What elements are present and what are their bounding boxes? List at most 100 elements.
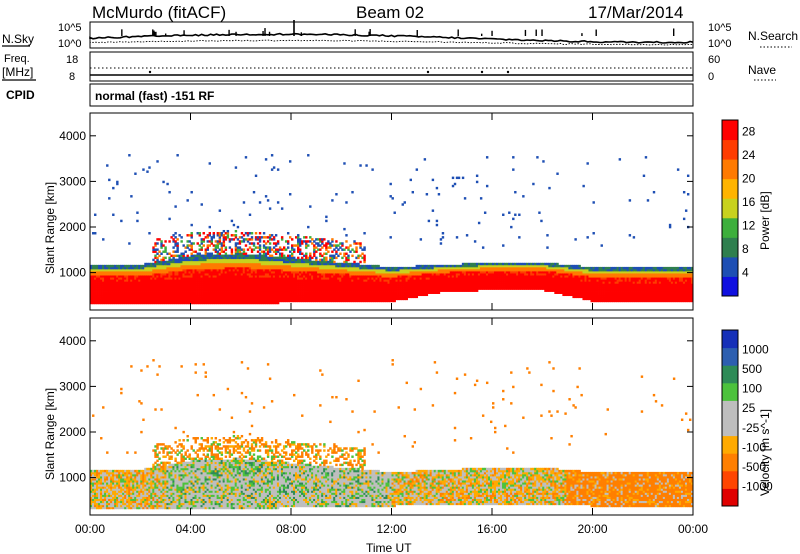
power-cell <box>252 258 256 262</box>
power-cell <box>319 264 322 268</box>
power-cell <box>351 299 354 303</box>
power-cell <box>118 287 121 290</box>
power-cell <box>262 268 266 272</box>
power-cell <box>248 260 252 264</box>
power-cell <box>445 277 449 280</box>
power-cell <box>134 266 137 270</box>
power-cell <box>373 281 376 284</box>
power-cell <box>230 264 234 268</box>
power-cell <box>317 291 320 294</box>
power-cell <box>142 295 145 299</box>
power-cell <box>502 281 505 284</box>
power-cell <box>234 291 238 294</box>
power-cell <box>236 293 240 297</box>
power-cell <box>180 301 183 305</box>
power-cell <box>178 293 181 297</box>
power-cell <box>254 277 258 280</box>
power-cell <box>168 273 171 276</box>
power-cell <box>339 273 342 276</box>
power-cell <box>321 283 324 286</box>
power-cell <box>371 279 374 282</box>
power-cell <box>220 275 224 278</box>
power-cell <box>276 248 280 251</box>
power-cell <box>210 252 214 255</box>
power-cell <box>317 275 320 278</box>
power-cell <box>116 273 119 276</box>
power-cell <box>236 264 240 268</box>
power-cell <box>226 289 230 292</box>
power-cell <box>286 268 290 272</box>
power-cell <box>286 271 290 274</box>
power-cell <box>506 266 509 270</box>
power-cell <box>282 297 286 301</box>
power-cell <box>381 275 384 278</box>
power-cell <box>250 271 254 274</box>
power-cell <box>419 283 423 286</box>
power-cell <box>411 283 415 286</box>
power-cell <box>278 260 282 264</box>
power-cell <box>387 275 390 278</box>
power-cell <box>397 291 400 294</box>
power-cell <box>395 271 398 274</box>
power-cell <box>248 258 252 262</box>
power-cell <box>116 264 119 268</box>
power-cell <box>254 283 258 286</box>
power-cell <box>409 273 412 276</box>
power-cell <box>196 289 199 292</box>
power-cell <box>116 299 119 303</box>
power-cell <box>282 281 286 284</box>
power-cell <box>196 291 199 294</box>
power-cell <box>375 268 378 272</box>
power-cell <box>309 205 312 208</box>
power-cell <box>122 264 125 268</box>
power-cell <box>538 273 541 276</box>
power-cell <box>112 287 115 290</box>
power-cell <box>226 283 230 286</box>
power-cell <box>220 264 224 268</box>
power-cell <box>291 258 294 262</box>
power-cell <box>244 260 248 264</box>
power-cell <box>168 279 171 282</box>
power-cell <box>282 275 286 278</box>
power-cell <box>455 277 459 280</box>
power-cell <box>172 299 175 303</box>
power-cell <box>188 271 191 274</box>
power-cell <box>538 271 541 274</box>
power-cell <box>510 279 513 282</box>
power-cell <box>206 289 209 292</box>
power-cell <box>518 287 521 290</box>
power-cell <box>206 279 209 282</box>
power-cell <box>232 293 236 297</box>
power-cell <box>110 291 113 294</box>
power-cell <box>345 273 348 276</box>
power-cell <box>160 301 163 305</box>
power-cell <box>393 277 396 280</box>
power-cell <box>212 273 216 276</box>
power-cell <box>345 299 348 303</box>
power-cell <box>371 275 374 278</box>
power-cell <box>198 258 201 262</box>
power-cell <box>500 287 503 290</box>
power-cell <box>299 285 302 288</box>
power-cell <box>465 275 469 278</box>
power-cell <box>494 285 497 288</box>
power-cell <box>188 279 191 282</box>
power-cell <box>453 279 457 282</box>
power-cell <box>92 266 95 270</box>
power-cell <box>405 273 408 276</box>
power-cell <box>126 289 129 292</box>
power-cell <box>524 279 527 282</box>
power-cell <box>291 275 294 278</box>
power-cell <box>423 264 427 268</box>
power-cell <box>108 275 111 278</box>
power-cell <box>214 258 218 262</box>
power-cell <box>278 277 282 280</box>
power-cell <box>351 285 354 288</box>
power-cell <box>212 287 216 290</box>
power-cell <box>222 301 226 305</box>
power-cell <box>122 279 125 282</box>
power-cell <box>98 289 101 292</box>
power-cell <box>532 287 535 290</box>
power-cell <box>222 242 226 245</box>
power-cell <box>546 262 549 266</box>
